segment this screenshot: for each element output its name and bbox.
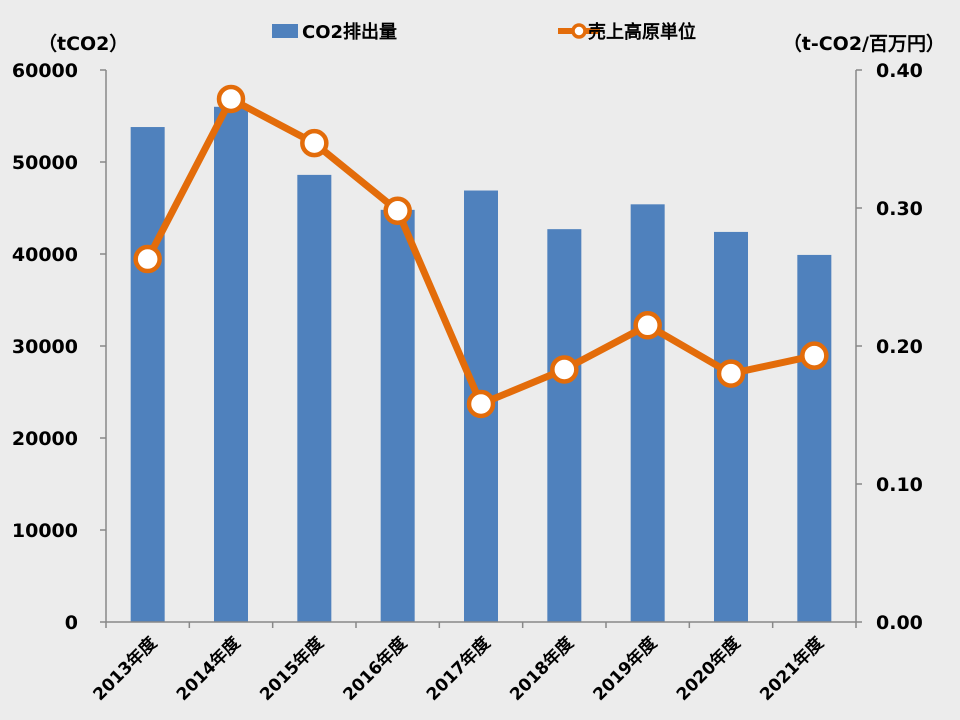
bar-2015年度 — [297, 174, 332, 622]
legend: CO2排出量 売上高原単位 — [272, 21, 696, 43]
legend-label-line: 売上高原単位 — [588, 21, 696, 43]
category-label: 2020年度 — [672, 632, 745, 705]
category-label: 2013年度 — [89, 632, 162, 705]
bar-2013年度 — [130, 127, 165, 622]
line-point-2020年度 — [716, 359, 746, 388]
category-label: 2017年度 — [422, 632, 495, 705]
right-tick-label: 0.40 — [876, 60, 923, 82]
left-axis-unit: （tCO2） — [38, 32, 128, 55]
line-point-2016年度 — [383, 196, 412, 226]
bar-2016年度 — [380, 209, 415, 622]
bar-2018年度 — [547, 229, 582, 622]
bar-2020年度 — [714, 231, 748, 623]
left-tick-label: 30000 — [12, 336, 78, 358]
axes-layer — [100, 69, 862, 628]
line-point-2021年度 — [800, 341, 829, 370]
category-label: 2016年度 — [339, 632, 412, 705]
category-label: 2015年度 — [256, 632, 329, 705]
left-tick-label: 40000 — [12, 244, 78, 266]
bar-2019年度 — [630, 204, 665, 622]
line-point-2013年度 — [133, 244, 162, 274]
line-point-2015年度 — [300, 128, 329, 158]
legend-label-bar: CO2排出量 — [302, 21, 397, 43]
bar-2021年度 — [797, 254, 832, 623]
line-point-2017年度 — [466, 389, 496, 419]
bar-2014年度 — [214, 106, 248, 623]
left-tick-label: 0 — [65, 612, 78, 634]
left-tick-label: 50000 — [12, 152, 78, 174]
line-point-2018年度 — [550, 355, 579, 384]
category-label: 2018年度 — [506, 632, 579, 705]
line-point-2019年度 — [633, 311, 662, 340]
category-label: 2014年度 — [172, 632, 245, 705]
line-point-2014年度 — [216, 84, 246, 114]
category-label: 2021年度 — [756, 632, 829, 705]
right-axis-unit: （t-CO2/百万円） — [783, 32, 945, 55]
legend-swatch-bar — [272, 24, 298, 38]
category-label: 2019年度 — [589, 632, 662, 705]
line-layer — [133, 84, 829, 419]
left-tick-label: 20000 — [12, 428, 78, 450]
legend-swatch-marker — [571, 23, 587, 39]
right-tick-label: 0.00 — [876, 612, 923, 634]
left-tick-label: 10000 — [12, 520, 78, 542]
left-tick-label: 60000 — [12, 60, 78, 82]
right-tick-label: 0.20 — [876, 336, 923, 358]
right-tick-label: 0.10 — [876, 474, 923, 496]
right-tick-label: 0.30 — [876, 198, 923, 220]
